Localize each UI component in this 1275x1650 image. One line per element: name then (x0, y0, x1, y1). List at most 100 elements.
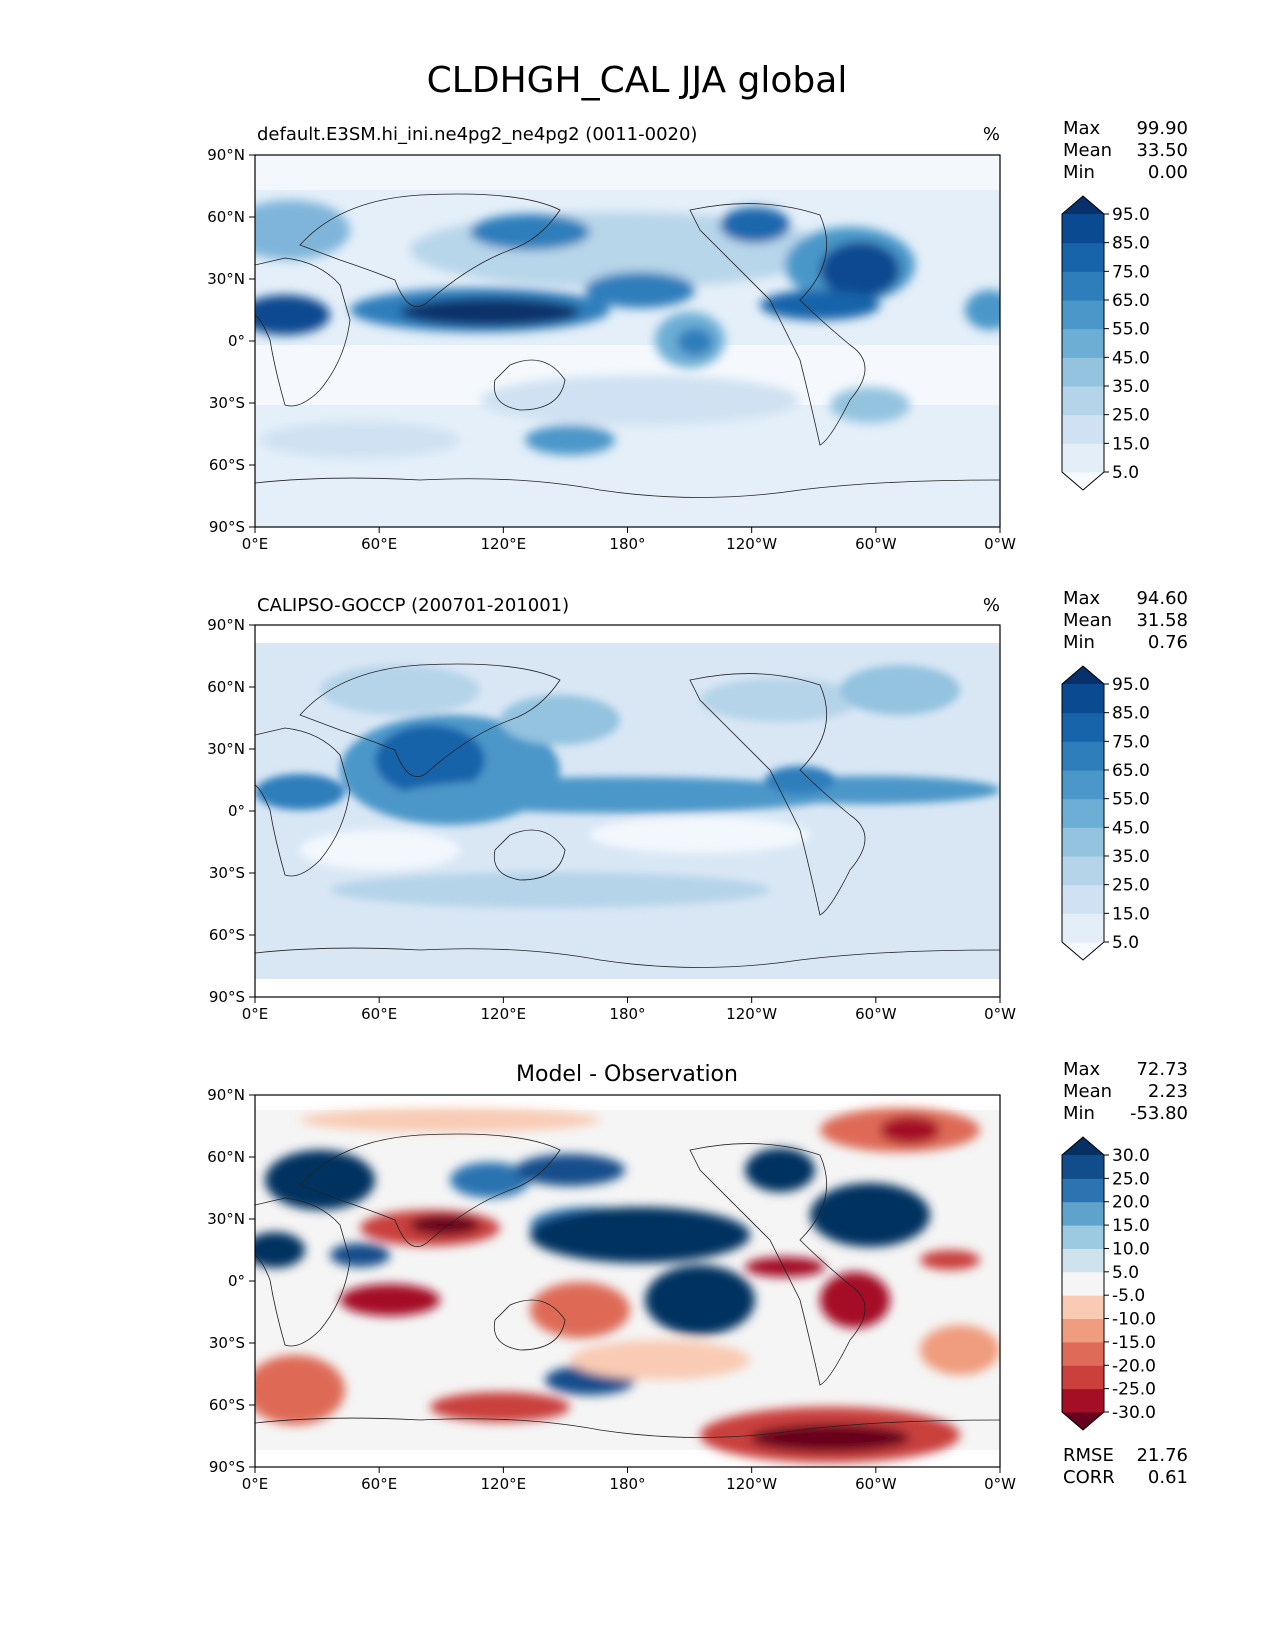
x-tick-label: 180° (609, 535, 645, 553)
y-tick-label: 90°S (209, 1458, 245, 1476)
panel-reference: CALIPSO-GOCCP (200701-201001) % 0°E 60°E 1… (207, 588, 1188, 1023)
x-tick-label: 120°E (481, 1005, 527, 1023)
max-label: Max (1063, 118, 1101, 139)
y-tick-label: 30°S (209, 864, 245, 882)
axes: 0°E 60°E 120°E 180° 120°W 60°W 0°W 90°N 60°N 30°N… (207, 1086, 1016, 1493)
y-tick-label: 60°S (209, 926, 245, 944)
mean-label: Mean (1063, 140, 1112, 161)
y-tick-label: 0° (228, 332, 245, 350)
colorbar-extend-max (1062, 196, 1104, 214)
colorbar-swatch (1062, 913, 1104, 943)
colorbar-label: 25.0 (1112, 406, 1150, 426)
colorbar-swatch (1062, 443, 1104, 473)
colorbar: -30.0 -25.0 -20.0 -15.0 -10.0 -5.0 5.0 10.0 15.0… (1061, 1136, 1156, 1431)
x-tick-label: 180° (609, 1005, 645, 1023)
colorbar-label: 15.0 (1112, 1216, 1150, 1236)
stats-box: Max 72.73 Mean 2.23 Min -53.80 (1063, 1059, 1188, 1124)
colorbar-swatch (1062, 328, 1104, 358)
y-tick-label: 60°S (209, 1396, 245, 1414)
figure-title: CLDHGH_CAL JJA global (427, 60, 848, 101)
coastlines (255, 193, 1000, 498)
colorbar-label: -25.0 (1112, 1380, 1156, 1400)
corr-label: CORR (1063, 1467, 1115, 1488)
x-tick-label: 0°W (984, 1005, 1016, 1023)
y-tick-label: 0° (228, 1272, 245, 1290)
x-tick-label: 60°E (361, 1475, 397, 1493)
colorbar-swatch (1062, 357, 1104, 387)
colorbar-extend-min (1062, 1412, 1104, 1430)
colorbar-label: -15.0 (1112, 1333, 1156, 1353)
colorbar-label: 15.0 (1112, 904, 1150, 924)
colorbar-label: 15.0 (1112, 434, 1150, 454)
x-tick-label: 120°E (481, 535, 527, 553)
colorbar-swatch (1062, 1225, 1104, 1249)
x-tick-label: 120°W (726, 1005, 777, 1023)
x-tick-label: 60°E (361, 1005, 397, 1023)
colorbar-label: 5.0 (1112, 1263, 1139, 1283)
y-tick-label: 90°S (209, 988, 245, 1006)
panel-left-title: default.E3SM.hi_ini.ne4pg2_ne4pg2 (0011-… (257, 124, 697, 145)
panel-units: % (983, 595, 1000, 616)
colorbar-swatch (1062, 1248, 1104, 1273)
colorbar-label: 10.0 (1112, 1239, 1150, 1259)
colorbar-label: 65.0 (1112, 291, 1150, 311)
max-value: 72.73 (1136, 1059, 1188, 1080)
coastlines (255, 1133, 1000, 1438)
colorbar-label: 55.0 (1112, 320, 1150, 340)
colorbar-label: 45.0 (1112, 348, 1150, 368)
x-tick-label: 0°E (242, 1475, 269, 1493)
x-tick-label: 120°W (726, 1475, 777, 1493)
colorbar-label: -10.0 (1112, 1310, 1156, 1330)
mean-label: Mean (1063, 610, 1112, 631)
colorbar-label: 75.0 (1112, 262, 1150, 282)
max-value: 99.90 (1136, 118, 1188, 139)
colorbar-swatch (1062, 1341, 1104, 1366)
colorbar-swatch (1062, 1365, 1104, 1390)
axes: 0°E 60°E 120°E 180° 120°W 60°W 0°W 90°N 60°N 30°N… (207, 616, 1016, 1023)
y-tick-label: 30°N (207, 270, 245, 288)
y-tick-label: 60°N (207, 208, 245, 226)
x-tick-label: 0°W (984, 1475, 1016, 1493)
colorbar-swatch (1062, 712, 1104, 742)
corr-value: 0.61 (1148, 1467, 1188, 1488)
y-tick-label: 30°S (209, 394, 245, 412)
colorbar-swatch (1062, 1178, 1104, 1203)
colorbar-swatch (1062, 884, 1104, 914)
min-label: Min (1063, 632, 1095, 653)
y-tick-label: 60°N (207, 678, 245, 696)
x-tick-label: 0°E (242, 1005, 269, 1023)
y-tick-label: 30°N (207, 740, 245, 758)
colorbar-label: 65.0 (1112, 761, 1150, 781)
colorbar-swatch (1062, 684, 1104, 714)
min-value: 0.00 (1148, 162, 1188, 183)
stats-box: Max 99.90 Mean 33.50 Min 0.00 (1063, 118, 1188, 183)
metrics-box: RMSE 21.76 CORR 0.61 (1063, 1445, 1188, 1488)
mean-value: 33.50 (1136, 140, 1188, 161)
colorbar-label: -20.0 (1112, 1356, 1156, 1376)
x-tick-label: 0°E (242, 535, 269, 553)
colorbar-label: 95.0 (1112, 205, 1150, 225)
x-tick-label: 60°W (855, 535, 897, 553)
colorbar-swatch (1062, 741, 1104, 771)
colorbar-label: 95.0 (1112, 675, 1150, 695)
panel-test: default.E3SM.hi_ini.ne4pg2_ne4pg2 (0011-… (207, 118, 1188, 553)
colorbar-swatch (1062, 1388, 1104, 1413)
colorbar: 5.0 15.0 25.0 35.0 45.0 55.0 65.0 75.0 85.0 95.0 (1061, 195, 1150, 491)
colorbar-extend-min (1062, 942, 1104, 960)
y-tick-label: 30°N (207, 1210, 245, 1228)
colorbar-swatch (1062, 827, 1104, 857)
y-tick-label: 30°S (209, 1334, 245, 1352)
y-tick-label: 60°N (207, 1148, 245, 1166)
colorbar-label: 25.0 (1112, 876, 1150, 896)
y-tick-label: 90°N (207, 146, 245, 164)
mean-label: Mean (1063, 1081, 1112, 1102)
x-tick-label: 180° (609, 1475, 645, 1493)
colorbar: 5.0 15.0 25.0 35.0 45.0 55.0 65.0 75.0 85.0 95.0 (1061, 665, 1150, 961)
panel-diff: Model - Observation 0°E 60°E 120°E 180° 120°… (207, 1059, 1188, 1493)
colorbar-swatch (1062, 386, 1104, 416)
colorbar-label: 55.0 (1112, 790, 1150, 810)
x-tick-label: 120°E (481, 1475, 527, 1493)
map-field-reference (255, 625, 1000, 997)
x-tick-label: 60°E (361, 535, 397, 553)
